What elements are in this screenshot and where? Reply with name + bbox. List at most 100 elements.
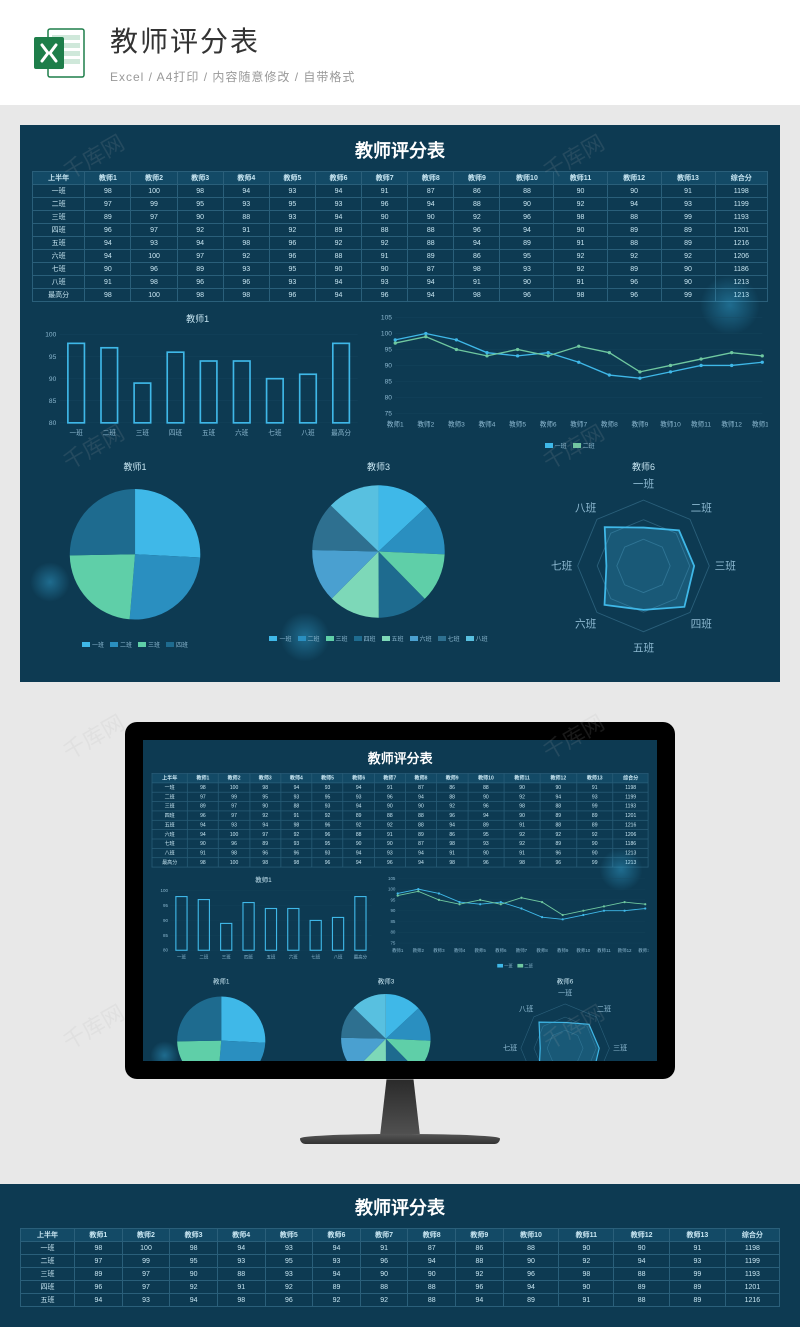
svg-text:75: 75 — [390, 941, 395, 946]
svg-text:六班: 六班 — [289, 954, 298, 961]
svg-text:100: 100 — [388, 887, 396, 892]
dashboard-title: 教师评分表 — [32, 137, 768, 163]
line-chart: 7580859095100105教师1教师2教师3教师4教师5教师6教师7教师8… — [371, 312, 768, 450]
svg-text:80: 80 — [385, 395, 393, 402]
svg-text:五班: 五班 — [266, 954, 275, 961]
svg-text:95: 95 — [163, 903, 168, 908]
svg-text:105: 105 — [388, 876, 396, 881]
svg-text:四班: 四班 — [169, 428, 183, 437]
dashboard-preview-main: 教师评分表 上半年教师1教师2教师3教师4教师5教师6教师7教师8教师9教师10… — [143, 740, 657, 1061]
score-table: 上半年教师1教师2教师3教师4教师5教师6教师7教师8教师9教师10教师11教师… — [152, 773, 649, 867]
svg-text:教师6: 教师6 — [495, 947, 507, 954]
svg-text:三班: 三班 — [715, 561, 737, 573]
svg-text:教师13: 教师13 — [638, 947, 649, 954]
svg-text:五班: 五班 — [202, 428, 216, 437]
svg-text:三班: 三班 — [136, 428, 150, 437]
svg-text:100: 100 — [161, 888, 169, 893]
svg-text:一班: 一班 — [633, 479, 655, 491]
strip-table: 上半年教师1教师2教师3教师4教师5教师6教师7教师8教师9教师10教师11教师… — [20, 1228, 780, 1307]
svg-text:教师5: 教师5 — [509, 420, 526, 429]
excel-icon — [30, 23, 90, 83]
svg-text:教师2: 教师2 — [418, 420, 435, 429]
line-legend: 一班二班 — [381, 962, 649, 968]
bar-chart-title: 教师1 — [152, 875, 376, 884]
svg-text:教师6: 教师6 — [540, 420, 557, 429]
svg-text:六班: 六班 — [235, 428, 249, 437]
svg-text:教师4: 教师4 — [454, 947, 466, 954]
monitor-screen: 教师评分表 上半年教师1教师2教师3教师4教师5教师6教师7教师8教师9教师10… — [143, 740, 657, 1061]
svg-text:教师2: 教师2 — [412, 947, 424, 954]
dashboard-title: 教师评分表 — [152, 749, 649, 768]
svg-text:90: 90 — [385, 363, 393, 370]
svg-text:教师7: 教师7 — [516, 947, 528, 954]
pie2-chart: 教师3 一班二班三班四班五班六班七班八班 — [246, 460, 511, 660]
line-chart: 7580859095100105教师1教师2教师3教师4教师5教师6教师7教师8… — [381, 875, 649, 969]
bar-chart: 教师1 80859095100一班二班三班四班五班六班七班八班最高分 — [32, 312, 363, 450]
svg-text:教师11: 教师11 — [597, 947, 611, 954]
svg-text:教师1: 教师1 — [387, 420, 404, 429]
pie2-title: 教师3 — [246, 460, 511, 473]
svg-text:教师12: 教师12 — [722, 420, 743, 429]
monitor-bezel: 教师评分表 上半年教师1教师2教师3教师4教师5教师6教师7教师8教师9教师10… — [125, 722, 675, 1079]
svg-text:85: 85 — [163, 933, 168, 938]
svg-text:95: 95 — [390, 897, 395, 902]
line-legend: 一班二班 — [371, 441, 768, 450]
svg-text:100: 100 — [381, 331, 392, 338]
score-table: 上半年教师1教师2教师3教师4教师5教师6教师7教师8教师9教师10教师11教师… — [32, 171, 768, 302]
page-root: 千库网 千库网 千库网 千库网 千库网 千库网 千库网 千库网 教师评分表 Ex… — [0, 0, 800, 1327]
svg-text:三班: 三班 — [613, 1043, 627, 1052]
svg-text:75: 75 — [385, 411, 393, 418]
bar-chart-title: 教师1 — [32, 312, 363, 325]
bottom-strip: 教师评分表 上半年教师1教师2教师3教师4教师5教师6教师7教师8教师9教师10… — [0, 1184, 800, 1327]
svg-text:教师10: 教师10 — [660, 420, 681, 429]
svg-text:教师13: 教师13 — [752, 420, 768, 429]
svg-text:七班: 七班 — [503, 1043, 517, 1052]
svg-text:95: 95 — [385, 347, 393, 354]
svg-text:教师3: 教师3 — [433, 947, 445, 954]
svg-text:四班: 四班 — [244, 954, 253, 961]
pie1-chart: 教师1 一班二班三班四班 — [32, 460, 238, 660]
radar-title: 教师6 — [519, 460, 768, 473]
pie2-legend: 一班二班三班四班五班六班七班八班 — [246, 634, 511, 643]
strip-title: 教师评分表 — [20, 1194, 780, 1220]
pie2-chart: 教师3 一班二班三班四班五班六班七班八班 — [297, 976, 476, 1061]
template-subtitle: Excel / A4打印 / 内容随意修改 / 自带格式 — [110, 68, 770, 85]
svg-text:95: 95 — [49, 354, 57, 361]
svg-text:七班: 七班 — [311, 954, 320, 961]
monitor-mockup: 教师评分表 上半年教师1教师2教师3教师4教师5教师6教师7教师8教师9教师10… — [125, 722, 675, 1144]
svg-text:六班: 六班 — [575, 619, 597, 631]
svg-text:教师8: 教师8 — [536, 947, 548, 954]
pie1-legend: 一班二班三班四班 — [32, 640, 238, 649]
svg-text:80: 80 — [49, 420, 57, 427]
svg-text:八班: 八班 — [575, 503, 597, 515]
svg-text:教师5: 教师5 — [474, 947, 486, 954]
svg-text:教师9: 教师9 — [632, 420, 649, 429]
svg-text:二班: 二班 — [199, 954, 208, 961]
svg-text:教师9: 教师9 — [557, 947, 569, 954]
svg-text:二班: 二班 — [691, 503, 713, 515]
svg-text:八班: 八班 — [301, 428, 315, 437]
svg-text:教师11: 教师11 — [691, 420, 711, 429]
svg-text:二班: 二班 — [103, 428, 117, 437]
pie1-title: 教师1 — [152, 976, 291, 985]
svg-text:教师3: 教师3 — [448, 420, 465, 429]
radar-chart: 教师6 一班二班三班四班五班六班七班八班 — [519, 460, 768, 660]
pie2-title: 教师3 — [297, 976, 476, 985]
radar-title: 教师6 — [481, 976, 648, 985]
svg-text:八班: 八班 — [519, 1004, 533, 1013]
svg-text:教师7: 教师7 — [570, 420, 587, 429]
radar-chart: 教师6 一班二班三班四班五班六班七班八班 — [481, 976, 648, 1061]
svg-text:80: 80 — [163, 948, 168, 953]
template-header: 教师评分表 Excel / A4打印 / 内容随意修改 / 自带格式 — [0, 0, 800, 105]
svg-text:最高分: 最高分 — [331, 428, 351, 437]
svg-text:80: 80 — [390, 930, 395, 935]
svg-text:90: 90 — [49, 376, 57, 383]
pie1-title: 教师1 — [32, 460, 238, 473]
svg-text:三班: 三班 — [222, 954, 231, 961]
svg-text:一班: 一班 — [177, 954, 186, 961]
pie1-chart: 教师1 一班二班三班四班 — [152, 976, 291, 1061]
svg-text:七班: 七班 — [551, 561, 573, 573]
svg-text:八班: 八班 — [334, 954, 343, 961]
svg-text:五班: 五班 — [633, 643, 655, 655]
dashboard-preview-main: 教师评分表 上半年教师1教师2教师3教师4教师5教师6教师7教师8教师9教师10… — [20, 125, 780, 682]
